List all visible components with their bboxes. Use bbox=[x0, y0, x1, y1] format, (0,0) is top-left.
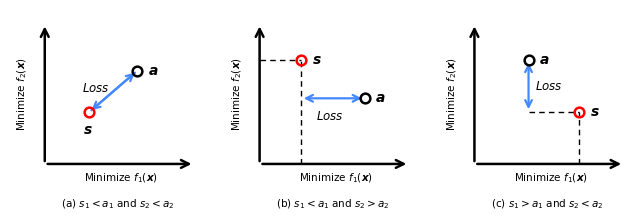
Text: $\boldsymbol{a}$: $\boldsymbol{a}$ bbox=[375, 91, 386, 105]
Text: Minimize $f_2(\boldsymbol{x})$: Minimize $f_2(\boldsymbol{x})$ bbox=[230, 57, 244, 131]
Text: $Loss$: $Loss$ bbox=[535, 80, 563, 93]
Text: Minimize $f_1(\boldsymbol{x})$: Minimize $f_1(\boldsymbol{x})$ bbox=[84, 172, 158, 185]
Text: Minimize $f_1(\boldsymbol{x})$: Minimize $f_1(\boldsymbol{x})$ bbox=[299, 172, 373, 185]
Text: Minimize $f_1(\boldsymbol{x})$: Minimize $f_1(\boldsymbol{x})$ bbox=[514, 172, 588, 185]
Text: $Loss$: $Loss$ bbox=[82, 82, 109, 95]
Text: Minimize $f_2(\boldsymbol{x})$: Minimize $f_2(\boldsymbol{x})$ bbox=[445, 57, 459, 131]
Text: (b) $s_1 < a_1$ and $s_2 > a_2$: (b) $s_1 < a_1$ and $s_2 > a_2$ bbox=[276, 198, 390, 211]
Text: (c) $s_1 > a_1$ and $s_2 < a_2$: (c) $s_1 > a_1$ and $s_2 < a_2$ bbox=[492, 198, 604, 211]
Text: (a) $s_1 < a_1$ and $s_2 < a_2$: (a) $s_1 < a_1$ and $s_2 < a_2$ bbox=[61, 198, 175, 211]
Text: $Loss$: $Loss$ bbox=[316, 110, 344, 123]
Text: Minimize $f_2(\boldsymbol{x})$: Minimize $f_2(\boldsymbol{x})$ bbox=[16, 57, 29, 131]
Text: $\boldsymbol{s}$: $\boldsymbol{s}$ bbox=[312, 53, 322, 67]
Text: $\boldsymbol{s}$: $\boldsymbol{s}$ bbox=[83, 123, 93, 137]
Text: $\boldsymbol{a}$: $\boldsymbol{a}$ bbox=[148, 64, 158, 78]
Text: $\boldsymbol{a}$: $\boldsymbol{a}$ bbox=[540, 53, 550, 67]
Text: $\boldsymbol{s}$: $\boldsymbol{s}$ bbox=[591, 105, 600, 119]
